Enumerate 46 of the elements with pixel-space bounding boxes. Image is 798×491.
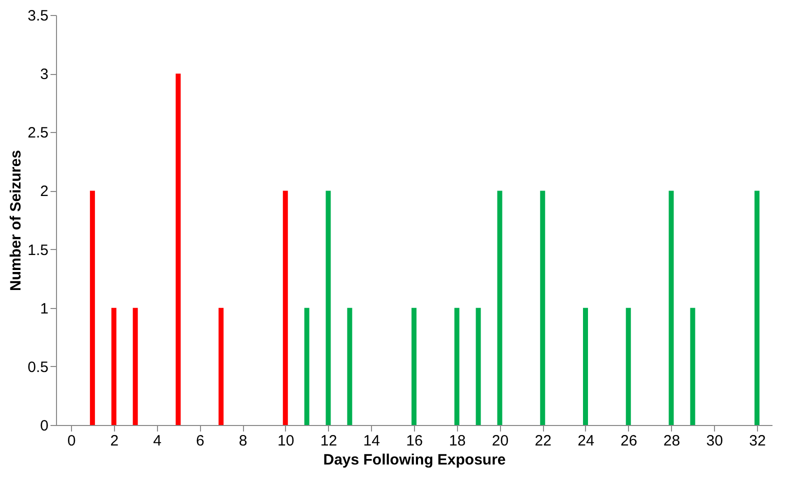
bar (176, 74, 181, 425)
bar (476, 308, 481, 425)
bar (412, 308, 416, 425)
bar (540, 190, 546, 425)
x-tick-label: 28 (663, 432, 680, 450)
bar (454, 308, 460, 425)
bar (582, 308, 588, 425)
y-tick-label: 1.5 (28, 242, 48, 259)
x-tick-label: 14 (363, 432, 380, 450)
x-tick-label: 10 (278, 432, 294, 450)
x-tick-label: 30 (706, 432, 723, 450)
y-tick-label: 1 (40, 300, 48, 318)
x-tick-label: 8 (238, 432, 248, 450)
bar (347, 308, 352, 425)
x-tick-label: 24 (578, 432, 594, 450)
x-tick-label: 12 (320, 432, 338, 450)
y-tick-label: 2.5 (28, 124, 48, 142)
bar (111, 308, 116, 425)
bar (690, 308, 696, 425)
bar (754, 190, 760, 425)
x-tick-label: 32 (749, 432, 766, 450)
y-tick-label: 0.5 (28, 358, 48, 376)
y-tick-label: 2 (40, 183, 48, 200)
x-tick-label: 20 (492, 432, 509, 450)
bar (90, 190, 95, 425)
bar (282, 190, 288, 425)
y-axis-title: Number of Seizures (8, 150, 25, 291)
bar (626, 308, 631, 425)
x-tick-label: 22 (534, 432, 552, 450)
bar (497, 190, 502, 425)
x-tick-label: 16 (406, 432, 423, 450)
x-tick-label: 6 (196, 432, 204, 450)
x-axis-title: Days Following Exposure (323, 452, 506, 468)
bar (326, 190, 331, 425)
y-tick-label: 3.5 (28, 8, 48, 24)
bar (218, 308, 224, 425)
bar (132, 308, 138, 425)
x-tick-label: 2 (110, 432, 119, 450)
y-tick-label: 0 (40, 418, 48, 434)
x-tick-label: 26 (620, 432, 638, 450)
y-tick-label: 3 (40, 66, 48, 84)
x-tick-label: 4 (153, 432, 162, 450)
bar (304, 308, 310, 425)
x-tick-label: 0 (67, 432, 76, 450)
bar (668, 190, 674, 425)
x-tick-label: 18 (449, 432, 466, 450)
